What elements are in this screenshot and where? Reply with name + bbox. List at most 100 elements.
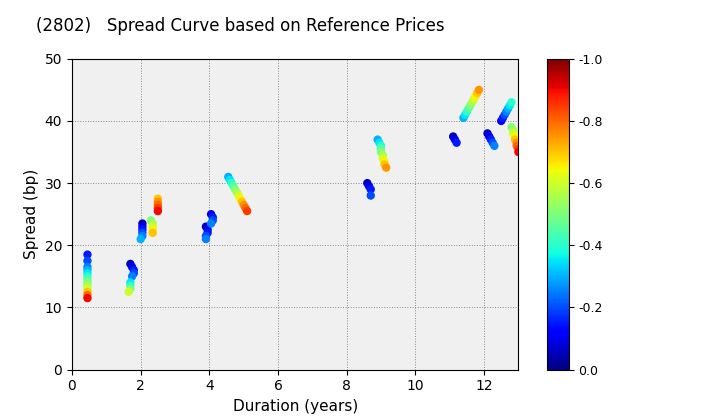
Point — [487, 139, 498, 146]
Point — [365, 186, 377, 193]
Point — [380, 164, 392, 171]
Point — [125, 260, 136, 267]
Point — [81, 286, 93, 292]
Point — [137, 233, 148, 239]
Point — [482, 130, 493, 137]
Point — [81, 270, 93, 277]
Point — [152, 198, 163, 205]
Point — [137, 223, 148, 230]
Point — [152, 208, 163, 215]
Point — [81, 257, 93, 264]
Point — [222, 173, 234, 180]
Point — [236, 198, 248, 205]
Point — [228, 183, 239, 189]
Point — [202, 226, 213, 233]
Point — [81, 291, 93, 298]
Point — [469, 93, 481, 100]
Point — [81, 251, 93, 258]
Point — [513, 146, 524, 152]
Point — [224, 177, 235, 184]
Point — [449, 136, 461, 143]
Point — [374, 139, 385, 146]
Point — [145, 217, 157, 224]
Point — [137, 229, 148, 236]
Y-axis label: Spread (bp): Spread (bp) — [24, 169, 39, 259]
Point — [504, 102, 516, 109]
Point — [500, 108, 512, 115]
Point — [126, 264, 138, 270]
Point — [200, 233, 212, 239]
Point — [375, 149, 387, 155]
Point — [473, 87, 485, 93]
Text: (2802)   Spread Curve based on Reference Prices: (2802) Spread Curve based on Reference P… — [36, 17, 445, 35]
Point — [240, 205, 251, 211]
Point — [498, 115, 509, 121]
Point — [499, 111, 510, 118]
Point — [451, 139, 462, 146]
Point — [231, 189, 243, 196]
Point — [509, 136, 521, 143]
Point — [126, 273, 138, 280]
Point — [200, 223, 212, 230]
Point — [511, 139, 523, 146]
Point — [361, 180, 373, 186]
Point — [472, 89, 483, 96]
Point — [137, 226, 148, 233]
Point — [81, 282, 93, 289]
Point — [458, 115, 469, 121]
Point — [459, 111, 471, 118]
Point — [207, 217, 219, 224]
Point — [508, 127, 519, 134]
Point — [447, 133, 459, 140]
Point — [365, 192, 377, 199]
Point — [235, 195, 246, 202]
Point — [495, 118, 507, 124]
Point — [375, 146, 387, 152]
Point — [364, 183, 375, 189]
Point — [152, 202, 163, 208]
Point — [464, 102, 476, 109]
Point — [375, 142, 387, 149]
Point — [125, 282, 136, 289]
Point — [81, 289, 93, 295]
Point — [467, 99, 478, 106]
Point — [226, 180, 238, 186]
Point — [81, 273, 93, 280]
Point — [152, 205, 163, 211]
Point — [513, 149, 524, 155]
Point — [202, 229, 213, 236]
Point — [200, 236, 212, 242]
Point — [230, 186, 241, 193]
Point — [147, 226, 158, 233]
Point — [147, 220, 158, 227]
Point — [81, 295, 93, 302]
Point — [81, 279, 93, 286]
Point — [508, 130, 519, 137]
Point — [241, 208, 253, 215]
Point — [128, 267, 140, 273]
Point — [125, 286, 136, 292]
Point — [505, 124, 517, 131]
Point — [489, 142, 500, 149]
Point — [468, 96, 480, 102]
Point — [503, 105, 514, 112]
Point — [81, 276, 93, 283]
Point — [485, 136, 497, 143]
Point — [461, 108, 472, 115]
Point — [372, 136, 383, 143]
X-axis label: Duration (years): Duration (years) — [233, 399, 358, 414]
Point — [205, 220, 217, 227]
Point — [379, 161, 390, 168]
Point — [505, 99, 517, 106]
Point — [137, 220, 148, 227]
Point — [511, 142, 523, 149]
Point — [483, 133, 495, 140]
Point — [207, 214, 219, 220]
Point — [81, 267, 93, 273]
Point — [123, 289, 135, 295]
Point — [377, 152, 389, 158]
Point — [379, 158, 390, 165]
Point — [147, 223, 158, 230]
Point — [238, 202, 249, 208]
Point — [377, 155, 389, 162]
